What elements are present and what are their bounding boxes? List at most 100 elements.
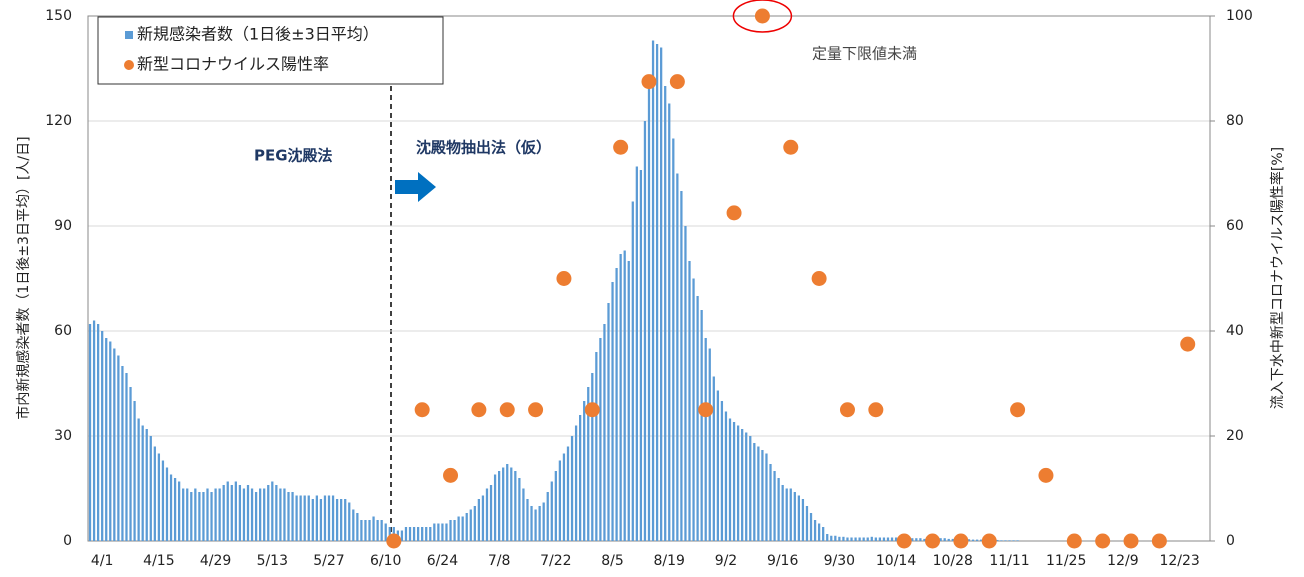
bar [615, 268, 618, 541]
bar [1016, 540, 1019, 541]
point [584, 402, 600, 418]
bar [344, 499, 347, 541]
bar [497, 471, 501, 541]
bar [169, 474, 173, 541]
bar [785, 488, 788, 541]
bar [749, 436, 752, 541]
bar [412, 527, 416, 541]
bar [623, 250, 626, 541]
point [811, 271, 827, 286]
y-tick-label: 150 [45, 8, 72, 24]
y2-axis-label: 流入下水中新型コロナウイルス陽性率[%] [1269, 147, 1286, 409]
bar [275, 485, 278, 541]
y-tick-label: 60 [54, 323, 72, 339]
bar [165, 467, 169, 541]
bar [720, 401, 724, 541]
bar [356, 513, 359, 541]
x-tick-label: 4/15 [143, 553, 174, 569]
bar [514, 471, 517, 541]
x-tick-label: 6/24 [427, 553, 459, 569]
point [726, 205, 742, 221]
bar [433, 523, 436, 541]
bar [971, 539, 975, 541]
bar [716, 390, 719, 541]
point [556, 271, 572, 286]
bar [911, 538, 914, 541]
bar [882, 537, 886, 541]
bar [502, 467, 505, 541]
bar [1000, 540, 1003, 541]
bar [1008, 540, 1011, 541]
bar [789, 488, 792, 541]
point [1180, 336, 1196, 352]
bar [137, 418, 140, 541]
bar [360, 520, 363, 541]
bar [753, 443, 756, 541]
bar [477, 499, 481, 541]
bar [518, 478, 521, 541]
bar [384, 523, 387, 541]
bar [546, 492, 549, 541]
bar [817, 523, 821, 541]
x-tick-label: 4/1 [91, 553, 114, 569]
bar [923, 538, 926, 541]
bar [866, 537, 869, 541]
legend-marker [125, 31, 133, 39]
point [925, 533, 941, 549]
bar [287, 492, 290, 541]
bar [303, 495, 306, 541]
bar [724, 411, 728, 541]
bar [664, 86, 667, 541]
bar [465, 513, 468, 541]
point [471, 402, 487, 418]
bar [230, 485, 233, 541]
bar [283, 488, 286, 541]
bar [878, 537, 882, 541]
legend-label: 新規感染者数（1日後±3日平均） [137, 25, 379, 44]
legend-box [97, 16, 444, 85]
bar [599, 338, 602, 541]
bar [133, 401, 136, 541]
point [839, 402, 855, 418]
bar [153, 446, 156, 541]
bar [88, 324, 92, 541]
bar [611, 282, 614, 541]
bar [380, 520, 383, 541]
bar [311, 499, 314, 541]
y2-tick-label: 40 [1226, 323, 1244, 339]
bar [651, 40, 655, 541]
bar [607, 303, 610, 541]
y2-tick-label: 0 [1226, 533, 1235, 549]
point [641, 74, 657, 90]
annotation: 定量下限値未満 [812, 45, 917, 63]
point [783, 139, 799, 155]
x-tick-label: 9/30 [824, 553, 855, 569]
point [613, 139, 629, 155]
bar [550, 481, 553, 541]
bar [692, 278, 695, 541]
bar [915, 538, 918, 541]
bar [542, 502, 545, 541]
bar [461, 516, 464, 541]
bar [530, 506, 533, 541]
bar [222, 485, 225, 541]
bar [101, 331, 104, 541]
bar [372, 516, 375, 541]
y-tick-label: 30 [54, 428, 72, 444]
bar [352, 509, 355, 541]
bar [534, 509, 537, 541]
bar [765, 453, 768, 541]
bar [736, 425, 740, 541]
x-tick-label: 11/11 [989, 553, 1029, 569]
bar [587, 387, 590, 541]
bar [145, 429, 148, 541]
bar [583, 401, 586, 541]
bar [805, 506, 809, 541]
bar [129, 387, 132, 541]
bar [712, 376, 715, 541]
bar [741, 429, 744, 541]
point [414, 402, 430, 418]
bar [178, 481, 181, 541]
bar [579, 415, 582, 541]
bar [96, 324, 100, 541]
